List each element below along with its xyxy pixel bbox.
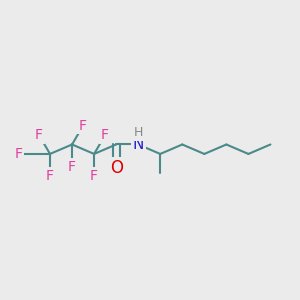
Text: H: H — [134, 126, 143, 139]
Text: F: F — [35, 128, 43, 142]
Text: F: F — [90, 169, 98, 183]
Text: F: F — [79, 118, 87, 133]
Text: N: N — [133, 137, 144, 152]
Text: O: O — [110, 159, 123, 177]
Text: F: F — [101, 128, 109, 142]
Text: F: F — [46, 169, 54, 183]
Text: F: F — [68, 160, 76, 173]
Text: F: F — [14, 147, 22, 161]
